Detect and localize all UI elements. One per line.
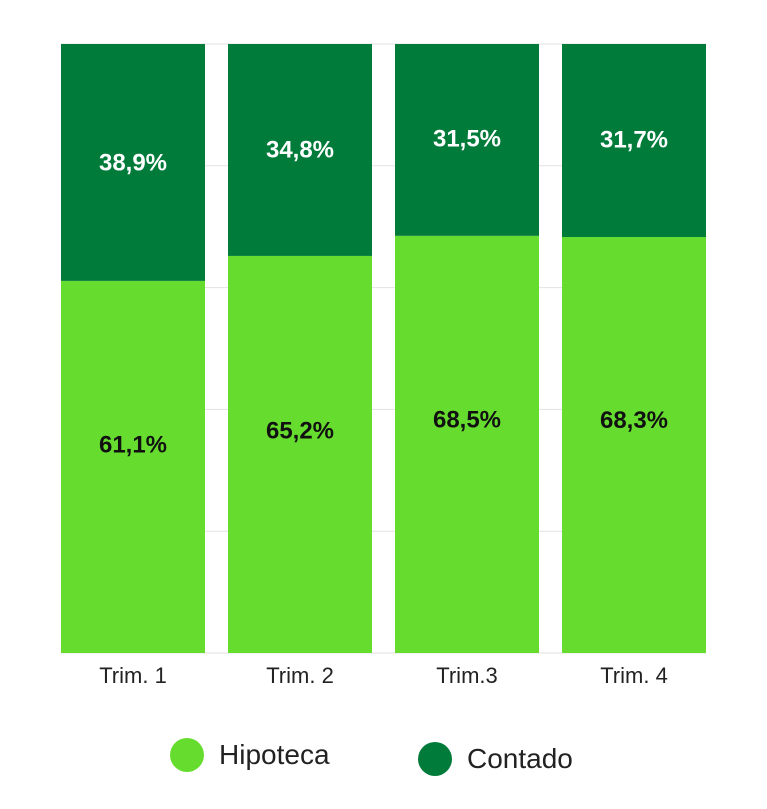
bar-contado-2 bbox=[228, 44, 372, 256]
bar-contado-1 bbox=[61, 44, 205, 281]
value-label-hipoteca-1: 61,1% bbox=[99, 432, 167, 459]
value-labels: 61,1% 38,9% 65,2% 34,8% 68,5% 31,5% 68,3% 31,7% bbox=[99, 126, 668, 459]
x-tick-label: Trim.3 bbox=[436, 663, 498, 688]
bar-hipoteca-3 bbox=[395, 235, 539, 653]
stacked-bar-chart: 61,1% 38,9% 65,2% 34,8% 68,5% 31,5% 68,3% 31,7%… bbox=[61, 43, 706, 688]
legend-label-contado: Contado bbox=[467, 743, 573, 774]
x-tick-label: Trim. 4 bbox=[600, 663, 668, 688]
x-axis-tick-labels: Trim. 1 Trim. 2 Trim.3 Trim. 4 bbox=[99, 663, 668, 688]
value-label-contado-1: 38,9% bbox=[99, 150, 167, 177]
x-tick-label: Trim. 2 bbox=[266, 663, 334, 688]
value-label-contado-4: 31,7% bbox=[600, 126, 668, 153]
bar-hipoteca-2 bbox=[228, 255, 372, 653]
value-label-hipoteca-2: 65,2% bbox=[266, 418, 334, 445]
bars bbox=[61, 44, 706, 654]
legend-swatch-contado bbox=[418, 742, 452, 776]
value-label-hipoteca-4: 68,3% bbox=[600, 407, 668, 434]
bar-contado-3 bbox=[395, 44, 539, 236]
x-tick-label: Trim. 1 bbox=[99, 663, 167, 688]
bar-hipoteca-4 bbox=[562, 237, 706, 654]
value-label-contado-3: 31,5% bbox=[433, 126, 501, 153]
value-label-hipoteca-3: 68,5% bbox=[433, 406, 501, 433]
legend-swatch-hipoteca bbox=[170, 738, 204, 772]
legend: Hipoteca Contado bbox=[0, 738, 767, 788]
legend-item-contado: Contado bbox=[418, 742, 573, 776]
legend-item-hipoteca: Hipoteca bbox=[170, 738, 330, 772]
bar-hipoteca-1 bbox=[61, 280, 205, 653]
bar-contado-4 bbox=[562, 44, 706, 238]
legend-label-hipoteca: Hipoteca bbox=[219, 739, 330, 770]
value-label-contado-2: 34,8% bbox=[266, 136, 334, 163]
